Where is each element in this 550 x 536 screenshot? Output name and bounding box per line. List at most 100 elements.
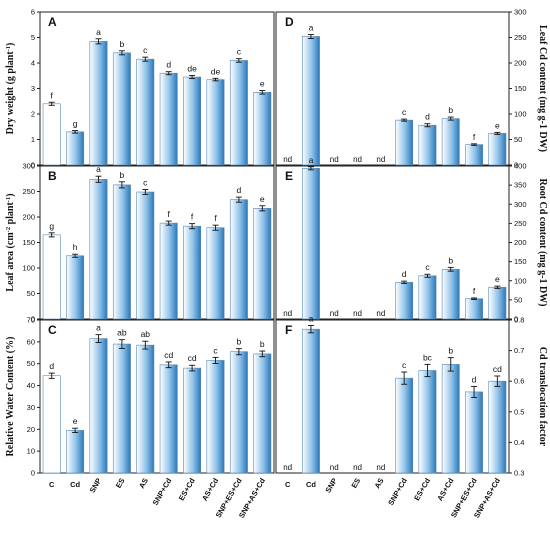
panel-letter: C	[48, 323, 57, 337]
nd-label: nd	[330, 463, 339, 472]
significance-letter: b	[260, 339, 265, 349]
y-tick-label: 0	[31, 161, 35, 170]
y-tick-label: 150	[514, 257, 527, 266]
bar	[395, 281, 414, 320]
significance-letter: d	[402, 269, 407, 279]
bar	[159, 222, 178, 320]
significance-letter: bc	[423, 352, 433, 362]
y-tick-label: 4	[31, 59, 35, 68]
bar	[253, 353, 272, 474]
bar	[441, 364, 460, 474]
y-tick-label: 6	[31, 8, 35, 17]
x-tick-label: ES	[349, 477, 362, 490]
x-tick-label: SNP+Cd	[151, 476, 174, 507]
bar	[418, 124, 437, 166]
panel-letter: A	[48, 15, 57, 29]
significance-letter: c	[402, 360, 407, 370]
bar	[42, 375, 61, 474]
panel-d: 0 50 100 150 200 250 300 Dnd a nd nd nd c d b f e Leaf Cd…	[275, 8, 548, 170]
y-tick-label: 0.6	[514, 377, 524, 386]
bar	[136, 344, 155, 474]
panel-letter: D	[285, 15, 294, 29]
x-tick-label: Cd	[70, 480, 80, 489]
plot-frame	[275, 319, 510, 474]
y-axis-label-part: Relative Water Content (%)	[5, 337, 16, 457]
y-tick-label: 100	[514, 276, 527, 285]
bar	[302, 36, 320, 166]
y-tick-label: 300	[514, 200, 527, 209]
y-tick-label: 200	[514, 59, 527, 68]
significance-letter: a	[96, 164, 101, 174]
y-tick-label: 0.5	[514, 407, 524, 416]
significance-letter: b	[448, 255, 453, 265]
significance-letter: a	[309, 155, 314, 165]
y-tick-label: 0.4	[514, 438, 524, 447]
bar	[89, 338, 108, 474]
bar	[112, 184, 131, 320]
significance-letter: b	[448, 105, 453, 115]
panel-b: 0 50 100 150 200 250 300 Bg h a b c f f f d e Leaf area (…	[5, 162, 275, 324]
significance-letter: c	[402, 107, 407, 117]
significance-letter: f	[473, 132, 476, 142]
significance-letter: e	[260, 194, 265, 204]
bar	[206, 79, 225, 166]
nd-label: nd	[376, 463, 385, 472]
y-tick-label: 20	[27, 425, 35, 434]
significance-letter: cd	[493, 364, 502, 374]
significance-letter: de	[211, 66, 221, 76]
nd-label: nd	[376, 155, 385, 164]
y-axis-label-part: Root Cd content (mg g-1 DW)	[537, 178, 548, 306]
x-tick-label: AS	[373, 477, 386, 491]
y-axis-label-part: Dry weight (g plant	[5, 51, 16, 135]
bar	[253, 208, 272, 320]
y-axis-label: Dry weight (g plant-1)	[5, 43, 17, 135]
y-tick-label: 400	[514, 162, 527, 171]
y-axis-label-part: -2	[5, 227, 12, 232]
y-axis-label: Cd translocation factor	[537, 347, 548, 447]
y-tick-label: 3	[31, 84, 35, 93]
nd-label: nd	[330, 309, 339, 318]
significance-letter: d	[425, 112, 430, 122]
significance-letter: f	[191, 212, 194, 222]
y-axis-label: Leaf Cd content (mg g-1 DW)	[537, 25, 548, 152]
x-tick-label: SNP	[88, 477, 104, 495]
bar	[183, 76, 202, 166]
y-axis-label-part: -1	[5, 46, 12, 51]
bar	[488, 380, 507, 474]
significance-letter: a	[309, 22, 314, 32]
bar	[112, 343, 131, 474]
bar	[395, 119, 414, 166]
nd-label: nd	[353, 463, 362, 472]
bar	[136, 58, 155, 166]
y-tick-label: 0	[514, 315, 518, 324]
panel-letter: B	[48, 169, 57, 183]
y-tick-label: 0	[31, 469, 35, 478]
y-tick-label: 50	[514, 135, 522, 144]
bar	[229, 199, 248, 320]
significance-letter: d	[49, 361, 54, 371]
significance-letter: ab	[117, 328, 127, 338]
y-tick-label: 300	[22, 162, 35, 171]
bar	[395, 377, 414, 474]
y-tick-label: 50	[27, 289, 35, 298]
bar	[302, 167, 320, 320]
nd-label: nd	[283, 155, 292, 164]
bar	[229, 60, 248, 166]
y-axis-label-part: )	[5, 43, 16, 46]
y-tick-label: 350	[514, 181, 527, 190]
y-tick-label: 5	[31, 33, 35, 42]
bar	[441, 118, 460, 166]
y-tick-label: 1	[31, 135, 35, 144]
y-axis-label-part: Leaf Cd content (mg g-1 DW)	[537, 25, 548, 152]
y-axis-label: Leaf area (cm-2 plant-1)	[5, 193, 17, 291]
x-tick-label: ES+Cd	[177, 476, 197, 502]
significance-letter: g	[49, 221, 54, 231]
y-tick-label: 100	[514, 110, 527, 119]
y-axis-label-part: Cd translocation factor	[537, 347, 548, 447]
x-tick-label: Cd	[306, 480, 316, 489]
significance-letter: c	[143, 177, 148, 187]
y-axis-label-part: Leaf area (cm	[5, 232, 16, 292]
significance-letter: f	[473, 286, 476, 296]
bar	[159, 72, 178, 166]
